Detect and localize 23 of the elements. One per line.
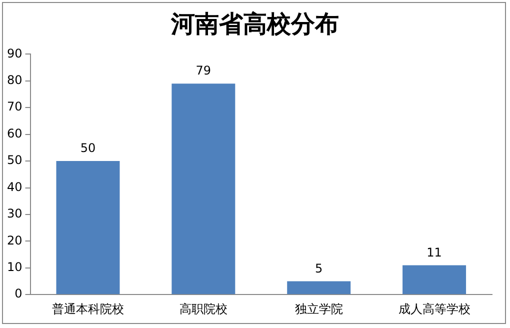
y-tick-label: 50 — [6, 153, 22, 168]
chart-title: 河南省高校分布 — [170, 8, 340, 40]
x-tick-label: 成人高等学校 — [398, 302, 470, 316]
y-tick-label: 20 — [6, 233, 22, 248]
y-tick-label: 0 — [14, 286, 22, 301]
bar — [172, 84, 236, 294]
data-label: 50 — [80, 141, 96, 156]
data-label: 5 — [315, 261, 323, 276]
y-tick-label: 30 — [6, 206, 22, 221]
y-tick-label: 80 — [6, 73, 22, 88]
y-tick-label: 90 — [6, 46, 22, 60]
bar — [56, 161, 120, 294]
y-tick-label: 40 — [6, 180, 22, 194]
y-tick-label: 10 — [6, 260, 22, 274]
x-tick-label: 普通本科院校 — [52, 302, 124, 316]
x-tick-label: 高职院校 — [179, 302, 228, 316]
bar — [402, 265, 466, 294]
bar — [287, 281, 351, 294]
data-label: 11 — [426, 245, 442, 260]
data-label: 79 — [196, 64, 212, 78]
y-tick-label: 60 — [6, 126, 22, 140]
x-tick-label: 独立学院 — [294, 302, 343, 316]
y-tick-label: 70 — [6, 100, 22, 114]
